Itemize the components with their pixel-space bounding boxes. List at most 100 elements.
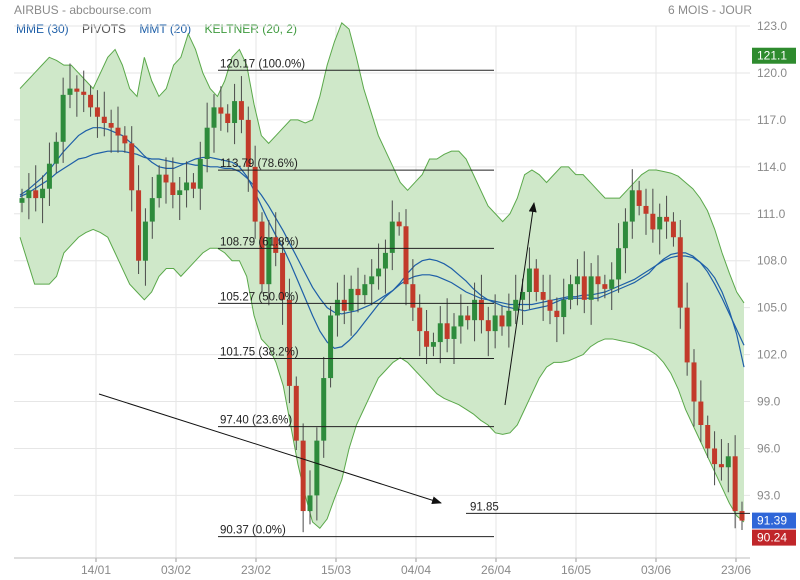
down-trend-arrow (98, 393, 442, 505)
candle-body (718, 464, 724, 468)
x-tick-label: 23/02 (241, 563, 271, 577)
chart-title: AIRBUS - abcbourse.com (14, 3, 152, 17)
fib-level-label: 120.17 (100.0%) (220, 58, 305, 70)
candle-body (101, 116, 107, 124)
candle-body (122, 135, 128, 144)
keltner-band (19, 22, 745, 529)
price-badge-label: 91.39 (757, 514, 787, 528)
candle-body (581, 276, 587, 300)
candle-body (218, 107, 224, 114)
x-tick-label: 26/04 (481, 563, 511, 577)
candle-body (238, 101, 244, 120)
candle-body (458, 315, 464, 327)
x-tick-label: 16/05 (561, 563, 591, 577)
candle-body (341, 299, 347, 311)
candle-body (225, 113, 231, 124)
candle-body (129, 143, 135, 191)
x-tick-label: 23/06 (721, 563, 751, 577)
candle-body (19, 198, 25, 203)
period-label[interactable]: 6 MOIS - JOUR (667, 3, 752, 17)
candle-body (403, 226, 409, 285)
trend-annotations (98, 202, 537, 505)
candle-body (691, 362, 697, 402)
candle-body (526, 268, 532, 292)
keltner-upper-line (19, 22, 745, 304)
candle-body (204, 127, 210, 159)
candle-body (492, 315, 498, 332)
candle-body (643, 205, 649, 214)
candle-body (142, 221, 148, 261)
candle-body (211, 107, 217, 128)
candle-body (513, 299, 519, 311)
support-label: 91.85 (470, 501, 499, 513)
candle-body (499, 315, 505, 327)
price-badge-label: 121.1 (757, 49, 787, 63)
candle-body (396, 221, 402, 227)
candle-body (616, 248, 622, 280)
fib-level-label: 108.79 (61.8%) (220, 236, 299, 248)
keltner-fill (20, 22, 744, 529)
candle-body (46, 163, 52, 189)
candle-body (664, 216, 670, 222)
candle-body (149, 198, 155, 222)
y-tick-label: 123.0 (757, 19, 787, 33)
candle-body (369, 276, 375, 285)
candle-body (314, 440, 320, 496)
candle-body (348, 288, 354, 311)
candle-body (437, 323, 443, 343)
y-tick-label: 120.0 (757, 66, 787, 80)
candle-body (725, 456, 731, 468)
price-badge (752, 512, 796, 529)
candle-body (94, 107, 100, 117)
fib-level-label: 97.40 (23.6%) (220, 415, 292, 427)
candle-body (376, 268, 382, 277)
candle-body (609, 279, 615, 289)
candle-body (156, 174, 162, 199)
y-tick-label: 111.0 (757, 207, 786, 221)
x-tick-label: 15/03 (321, 563, 351, 577)
axes: 123.0 120.0 117.0 114.0 111.0 108.0 105.0 102.0… (14, 19, 796, 577)
candle-body (622, 221, 628, 249)
y-tick-label: 105.0 (757, 301, 787, 315)
price-badge (752, 47, 796, 64)
moving-averages (19, 127, 745, 368)
candle-body (478, 299, 484, 321)
candle-body (33, 190, 39, 199)
candle-body (60, 94, 66, 142)
candle-body (232, 101, 238, 124)
candle-body (712, 448, 718, 465)
candle-body (684, 307, 690, 363)
candle-body (568, 284, 574, 300)
candle-body (40, 188, 46, 199)
candle-body (629, 190, 635, 222)
candle-body (650, 213, 656, 230)
y-tick-label: 108.0 (757, 254, 787, 268)
candle-body (355, 288, 361, 296)
candle-body (485, 320, 491, 332)
candle-body (595, 276, 601, 285)
candle-body (382, 252, 388, 269)
candle-body (177, 190, 183, 195)
candle-body (520, 292, 526, 300)
candle-body (74, 88, 80, 92)
candle-body (677, 237, 683, 308)
candle-body (451, 326, 457, 339)
fib-level-label: 113.79 (78.6%) (220, 158, 298, 170)
candle-body (334, 299, 340, 316)
y-tick-label: 96.0 (757, 441, 781, 455)
y-tick-label: 102.0 (757, 348, 787, 362)
candle-body (444, 323, 450, 339)
candle-body (170, 182, 176, 195)
fibonacci-levels: 120.17 (100.0%) 113.79 (78.6%) 108.79 (61.… (218, 58, 750, 538)
candle-body (266, 237, 272, 285)
candle-body (698, 401, 704, 425)
y-tick-label: 99.0 (757, 395, 781, 409)
candle-body (293, 385, 299, 441)
candle-body (115, 127, 121, 136)
candle-body (300, 440, 306, 512)
candle-body (424, 331, 430, 347)
candle-body (88, 94, 94, 108)
candle-body (732, 456, 738, 512)
candle-body (108, 123, 114, 128)
